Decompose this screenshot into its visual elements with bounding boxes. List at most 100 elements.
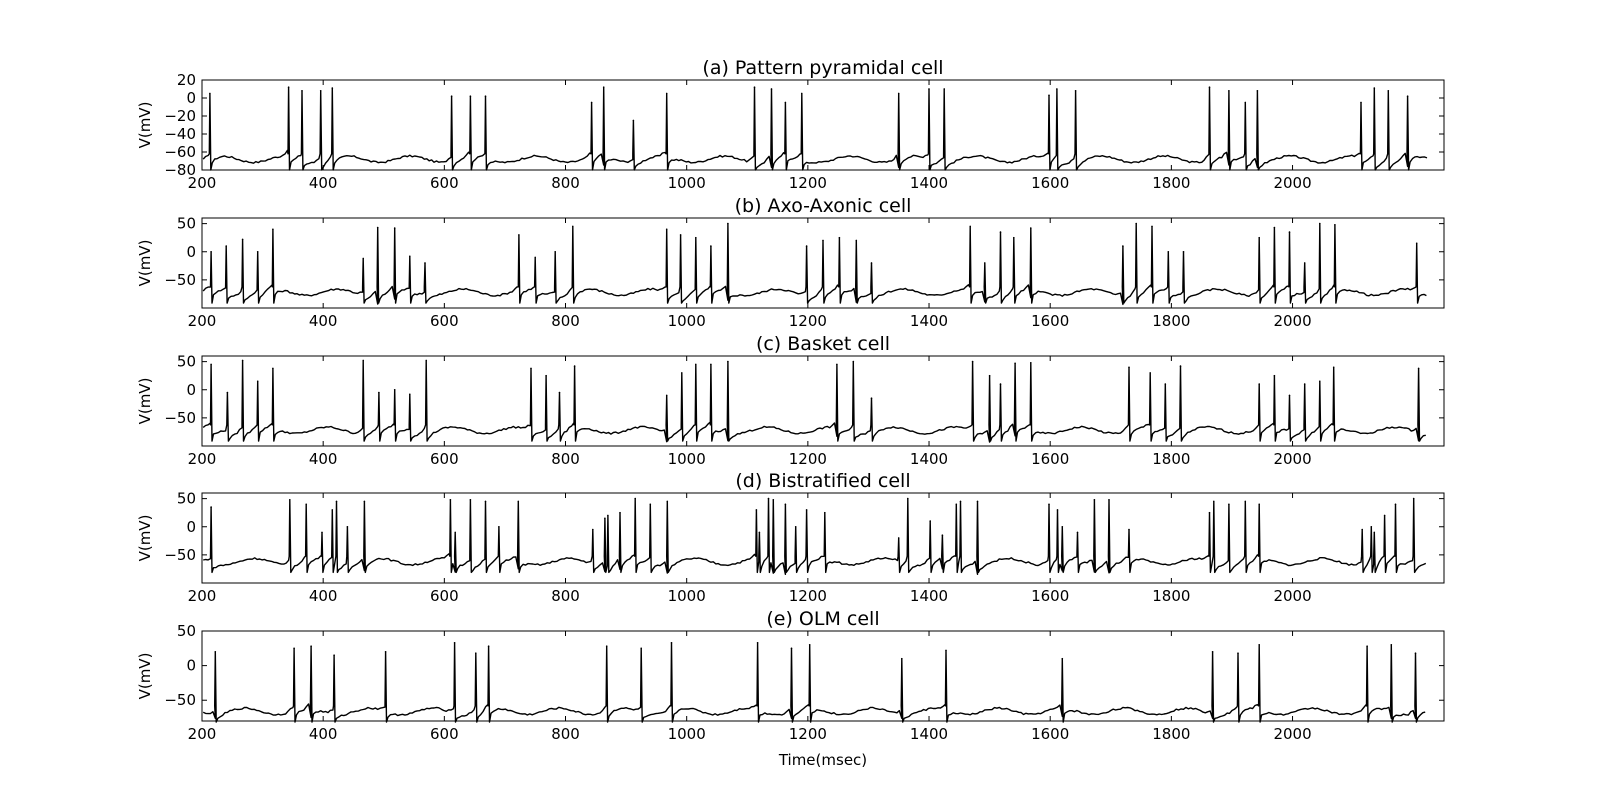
spike-peak (1415, 242, 1418, 245)
y-tick-label: −50 (164, 271, 196, 289)
spike-peak (409, 255, 411, 258)
x-tick-label: 800 (551, 174, 580, 192)
spike-peak (346, 526, 349, 528)
x-tick-label: 1200 (789, 587, 827, 605)
x-tick-label: 1000 (668, 174, 706, 192)
spike-peak (1076, 531, 1079, 534)
x-tick-label: 200 (188, 587, 217, 605)
plot-frame (201, 217, 1445, 309)
spike-peak (1213, 500, 1215, 503)
spike-peak (1360, 101, 1362, 104)
y-tick-label: 50 (177, 215, 196, 233)
x-tick-label: 600 (430, 312, 459, 330)
spike-peak (1048, 94, 1050, 97)
spike-peak (210, 363, 212, 366)
x-tick-label: 400 (309, 312, 338, 330)
spike-peak (393, 227, 396, 229)
spike-peak (363, 500, 366, 503)
spike-peak (1303, 262, 1306, 264)
spike-peak (756, 642, 759, 644)
panels: (a) Pattern pyramidal cell 200 400 600 800 10… (136, 57, 1445, 769)
spike-peak (1182, 251, 1185, 253)
spike-peak (226, 391, 229, 394)
y-tick-label: 50 (177, 622, 196, 640)
x-tick-label: 400 (309, 725, 338, 743)
x-tick-label: 1200 (789, 725, 827, 743)
x-tick-label: 1400 (910, 312, 948, 330)
spike-peak (331, 87, 334, 89)
spike-peak (1319, 222, 1321, 225)
y-tick-label: 50 (177, 353, 196, 371)
spike-peak (1013, 236, 1015, 239)
spike-peak (1258, 503, 1260, 506)
spike-peak (545, 374, 547, 377)
spike-peak (1237, 652, 1239, 654)
x-tick-label: 400 (309, 174, 338, 192)
spike-peak (1108, 499, 1110, 501)
spike-peak (999, 383, 1002, 385)
spike-peak (1208, 511, 1211, 514)
spike-peak (424, 262, 426, 264)
spike-peak (969, 225, 971, 228)
x-tick-label: 400 (309, 587, 338, 605)
spike-peak (1048, 503, 1050, 506)
spike-peak (331, 509, 334, 511)
y-tick-label: −50 (164, 691, 196, 709)
spike-peak (790, 647, 793, 650)
plot-frame (201, 79, 1445, 171)
x-tick-label: 1800 (1152, 725, 1190, 743)
panel-title: (a) Pattern pyramidal cell (702, 57, 943, 79)
plot-frame (201, 355, 1445, 447)
spike-peak (573, 365, 576, 367)
spike-peak (824, 511, 826, 514)
spike-peak (602, 86, 605, 88)
spike-peak (287, 86, 290, 88)
x-tick-label: 800 (551, 725, 580, 743)
spike-peak (393, 389, 396, 391)
panel-title: (b) Axo-Axonic cell (735, 195, 912, 217)
x-tick-label: 1800 (1152, 587, 1190, 605)
x-tick-label: 1200 (789, 450, 827, 468)
x-tick-label: 200 (188, 725, 217, 743)
spike-peak (822, 239, 824, 242)
spike-peak (321, 531, 323, 534)
voltage-trace (202, 86, 1428, 171)
spike-peak (1319, 380, 1321, 383)
spike-peak (1122, 245, 1124, 247)
spike-peak (1366, 645, 1368, 647)
x-tick-label: 1200 (789, 312, 827, 330)
spike-peak (1390, 644, 1393, 646)
y-tick-label: 50 (177, 490, 196, 508)
panel-4: (d) Bistratified cell 200 400 600 800 1000 120… (136, 470, 1445, 605)
panel-title: (e) OLM cell (766, 608, 879, 630)
spike-peak (805, 245, 808, 247)
spike-peak (794, 526, 797, 528)
spike-peak (959, 500, 962, 503)
spike-peak (695, 236, 697, 239)
spike-peak (449, 499, 452, 501)
y-axis-label: V(mV) (136, 102, 154, 149)
y-tick-label: −50 (164, 546, 196, 564)
spike-peak (487, 645, 490, 647)
x-tick-label: 1400 (910, 587, 948, 605)
spike-peak (1383, 514, 1386, 517)
y-tick-label: −40 (164, 125, 196, 143)
y-axis-label: V(mV) (136, 515, 154, 562)
y-tick-label: 0 (186, 381, 196, 399)
spike-peak (475, 652, 477, 654)
spike-peak (1288, 231, 1291, 233)
spike-peak (256, 380, 259, 383)
spike-peak (666, 500, 669, 503)
spike-peak (870, 262, 873, 264)
spike-peak (1303, 383, 1306, 385)
spike-peak (425, 359, 428, 362)
y-tick-label: 0 (186, 518, 196, 536)
x-tick-label: 1400 (910, 174, 948, 192)
spike-peak (855, 239, 858, 242)
spike-peak (649, 503, 652, 506)
spike-peak (289, 499, 291, 501)
spike-peak (319, 90, 322, 92)
panel-5: (e) OLM cell 200 400 600 800 1000 1200 1400 1600… (136, 608, 1445, 769)
x-tick-label: 200 (188, 450, 217, 468)
x-tick-label: 2000 (1273, 174, 1311, 192)
